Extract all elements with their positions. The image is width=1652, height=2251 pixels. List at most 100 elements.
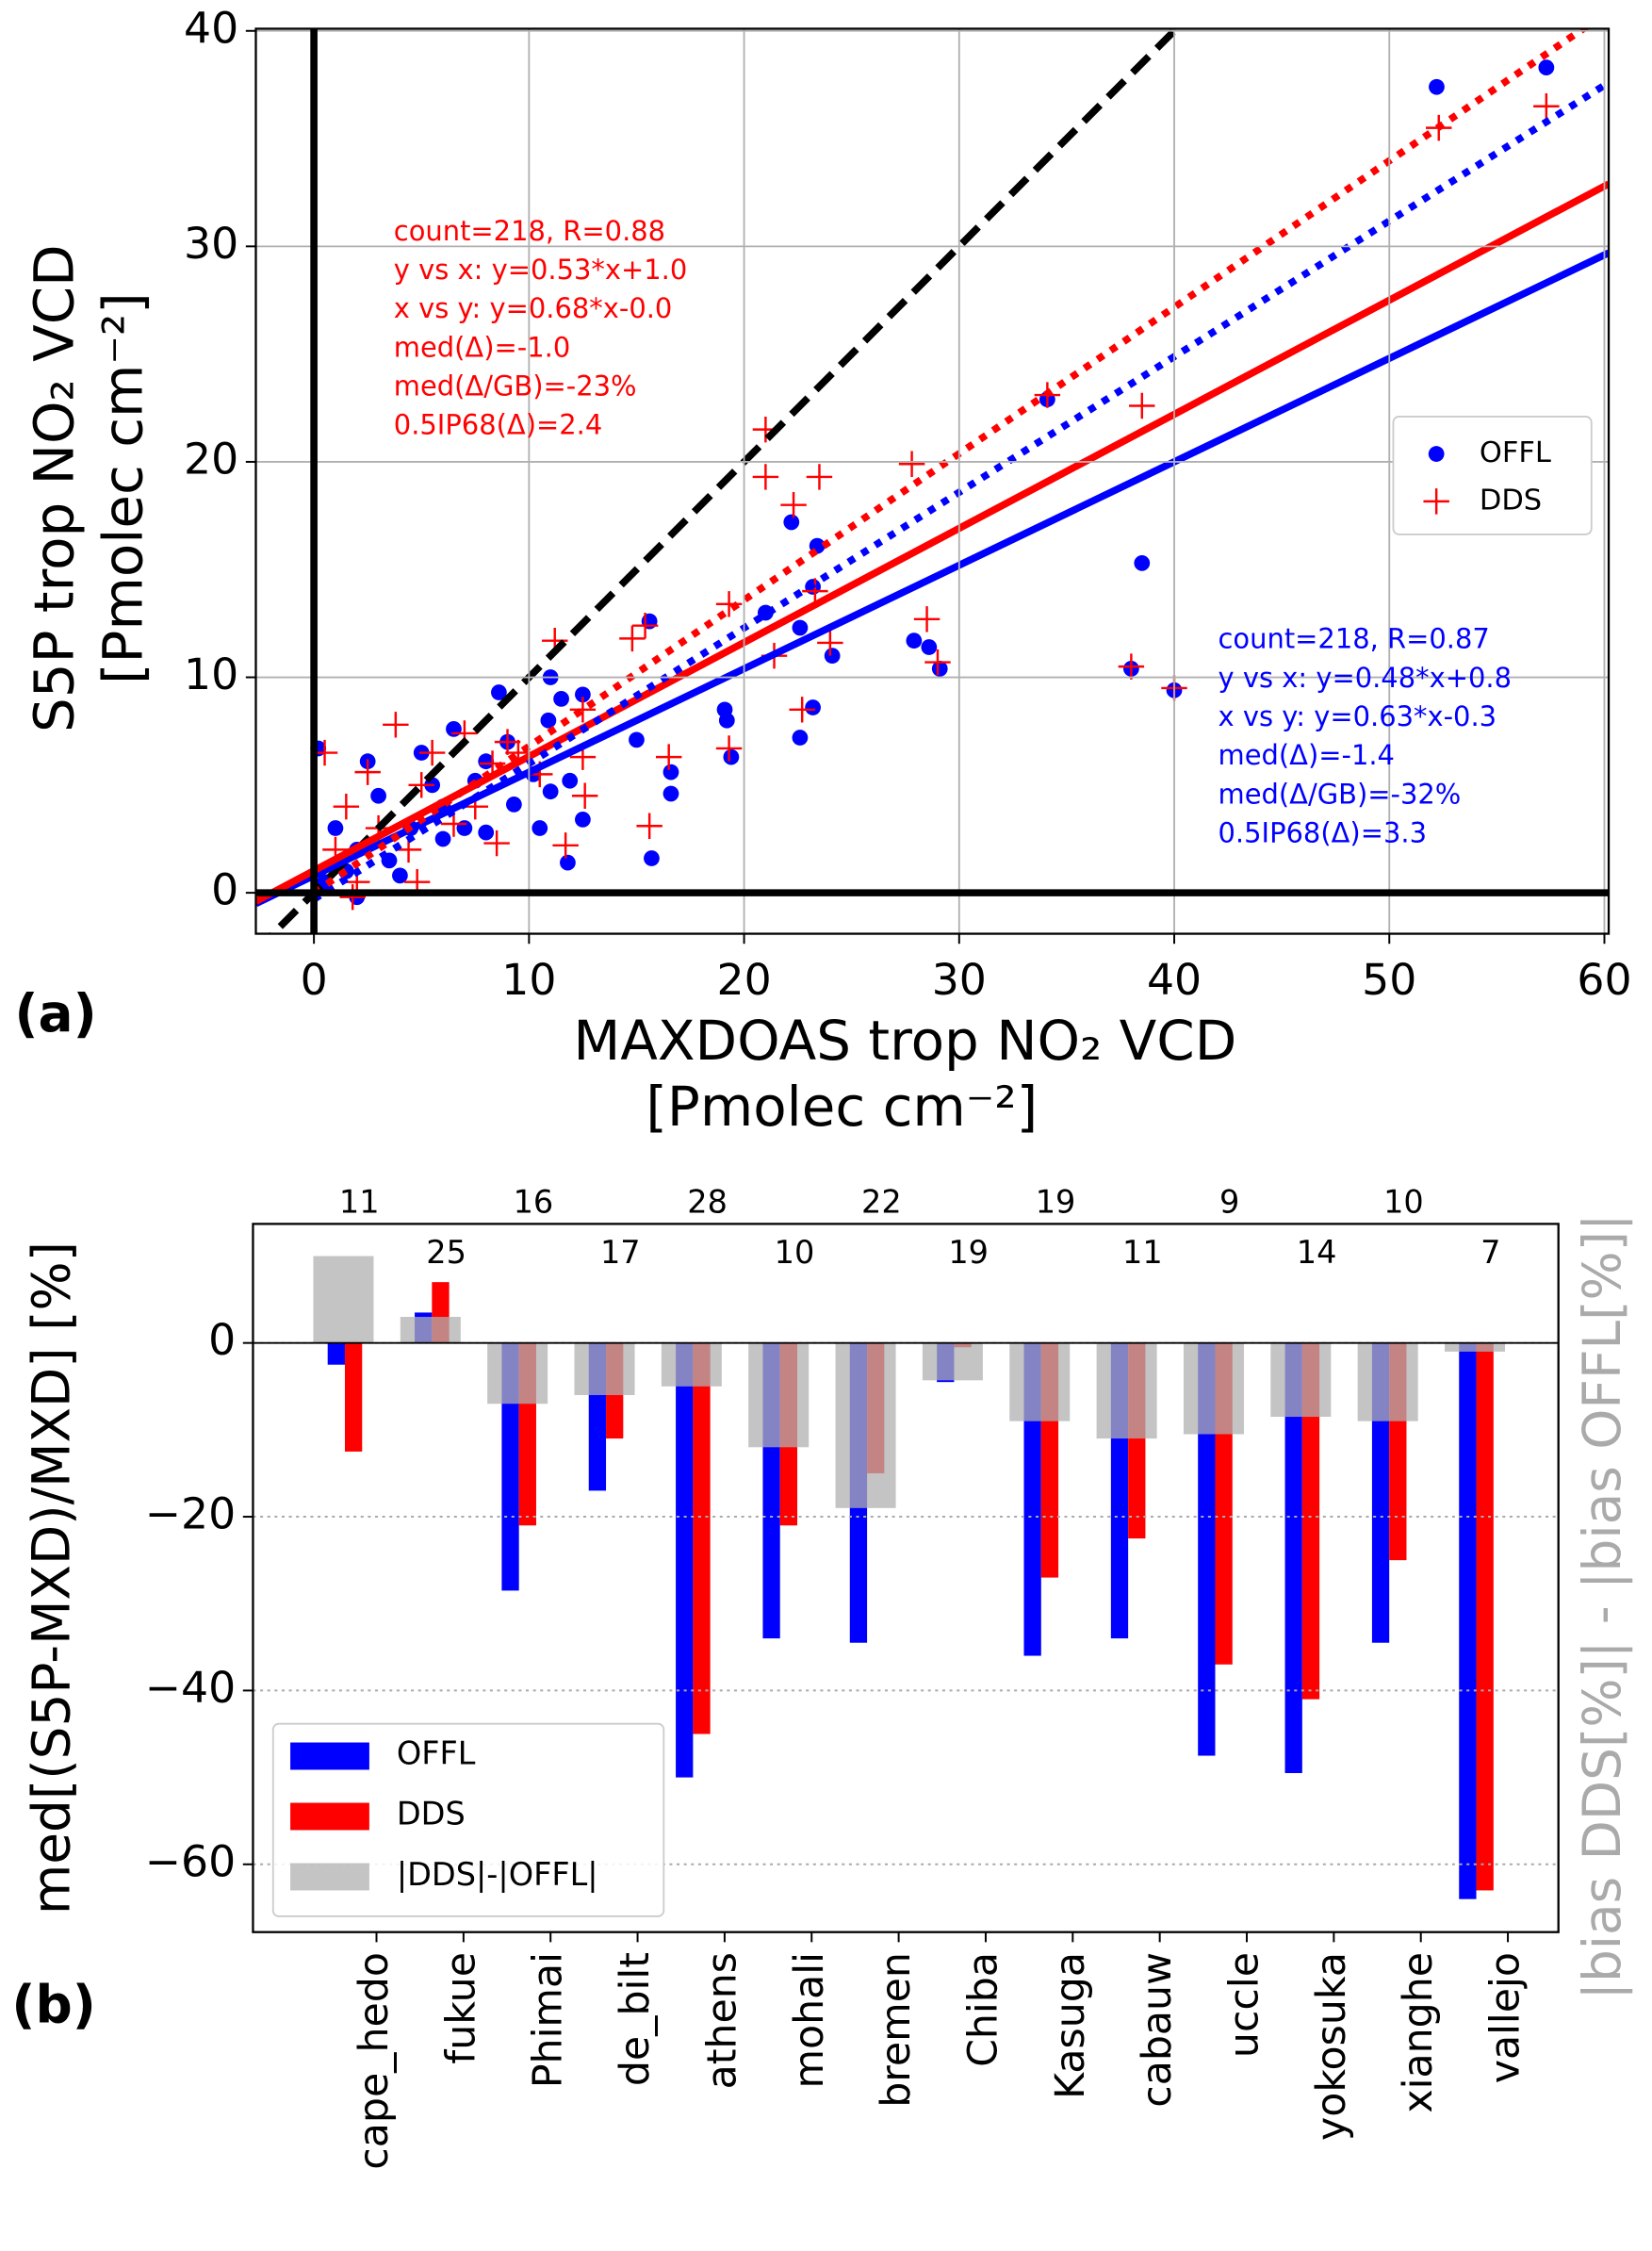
bar [574, 1342, 635, 1395]
point [569, 697, 597, 723]
bar [748, 1342, 810, 1448]
x-tick-label: Kasuga [1047, 1952, 1094, 2099]
x-tick-label: cabauw [1134, 1952, 1181, 2108]
count-label: 19 [1036, 1184, 1076, 1221]
point [641, 613, 658, 630]
annotation: med(Δ/GB)=-23% [394, 370, 637, 402]
legend-label: DDS [397, 1796, 466, 1832]
bar [400, 1317, 461, 1343]
plot-area [313, 1256, 1506, 1899]
legend-label: OFFL [1480, 436, 1551, 469]
annotation: med(Δ/GB)=-32% [1219, 778, 1462, 810]
legend-marker [1428, 446, 1445, 462]
point [636, 813, 662, 839]
frame [252, 1223, 1560, 1933]
point [715, 735, 743, 762]
x-tick-label: cape_hedo [351, 1952, 398, 2170]
point [1533, 93, 1560, 120]
bar [922, 1342, 983, 1381]
x-tick-label: 20 [716, 955, 771, 1005]
bar [327, 1342, 345, 1365]
bar [313, 1256, 374, 1343]
y-tick-label: 0 [211, 865, 238, 915]
point [392, 867, 408, 884]
point [575, 686, 591, 703]
y-axis-title-right: |bias DDS[%]| - |bias OFFL[%]| [1572, 1213, 1633, 1999]
annotation: count=218, R=0.88 [394, 215, 665, 247]
x-axis-title: MAXDOAS trop NO₂ VCD [573, 1009, 1236, 1073]
point [370, 787, 386, 804]
bar [1445, 1342, 1506, 1352]
point [921, 639, 938, 655]
point [1129, 392, 1155, 419]
x-axis-title: [Pmolec cm⁻²] [646, 1075, 1038, 1139]
annotation: y vs x: y=0.48*x+0.8 [1219, 662, 1512, 694]
legend-swatch [290, 1863, 369, 1891]
annotation: med(Δ)=-1.0 [394, 331, 570, 363]
point [631, 612, 659, 639]
count-label: 14 [1297, 1234, 1337, 1271]
point [434, 830, 451, 847]
y-tick-label: 20 [184, 434, 238, 484]
count-label: 11 [1122, 1234, 1163, 1271]
bar [693, 1342, 711, 1734]
count-label: 11 [339, 1184, 380, 1221]
point [931, 661, 948, 677]
annotation: count=218, R=0.87 [1219, 623, 1490, 655]
y-tick-label: −20 [145, 1489, 236, 1539]
y-tick-label: 30 [184, 219, 238, 269]
y-tick-label: −60 [145, 1836, 236, 1886]
bar [1301, 1342, 1320, 1700]
x-tick-label: 50 [1362, 955, 1416, 1005]
point [1429, 78, 1445, 95]
point [805, 699, 821, 715]
point [383, 712, 409, 738]
x-tick-label: uccle [1221, 1952, 1268, 2058]
legend-label: |DDS|-|OFFL| [397, 1856, 598, 1893]
count-label: 25 [426, 1234, 466, 1271]
point [483, 830, 510, 857]
bar [1096, 1342, 1157, 1439]
point [619, 625, 646, 652]
x-tick-label: yokosuka [1308, 1952, 1355, 2141]
annotation: 0.5IP68(Δ)=2.4 [394, 409, 602, 441]
point [333, 793, 360, 820]
point [789, 697, 815, 723]
y-axis-title: med[(S5P-MXD)/MXD] [%] [21, 1241, 81, 1914]
point [354, 759, 381, 785]
fit-line [255, 249, 1610, 907]
point [532, 820, 548, 836]
point [824, 648, 841, 665]
y-tick-label: −40 [145, 1663, 236, 1713]
bar [1270, 1342, 1332, 1418]
annotation: x vs y: y=0.68*x-0.0 [394, 292, 673, 324]
bar [1357, 1342, 1418, 1421]
legend-swatch [290, 1742, 369, 1770]
fit-line [255, 180, 1610, 905]
point [715, 591, 743, 617]
y-tick-label: 0 [208, 1315, 236, 1365]
point [629, 731, 645, 748]
x-tick-label: bremen [873, 1952, 920, 2108]
x-tick-label: vallejo [1482, 1952, 1529, 2083]
x-tick-label: xianghe [1395, 1952, 1442, 2113]
count-label: 7 [1480, 1234, 1500, 1271]
bar [1284, 1342, 1302, 1773]
legend-label: OFFL [397, 1735, 476, 1772]
frame [254, 27, 1611, 935]
point [456, 820, 473, 836]
bar [835, 1342, 896, 1508]
point [723, 748, 740, 765]
point [505, 797, 522, 813]
y-axis-title: [Pmolec cm⁻²] [90, 292, 155, 684]
count-label: 28 [687, 1184, 728, 1221]
count-label: 10 [775, 1234, 815, 1271]
point [780, 491, 807, 518]
annotation: 0.5IP68(Δ)=3.3 [1219, 816, 1427, 848]
point [802, 578, 828, 604]
bar [1198, 1342, 1216, 1756]
x-tick-label: 60 [1577, 955, 1631, 1005]
x-tick-label: 0 [301, 955, 328, 1005]
point [662, 785, 679, 802]
